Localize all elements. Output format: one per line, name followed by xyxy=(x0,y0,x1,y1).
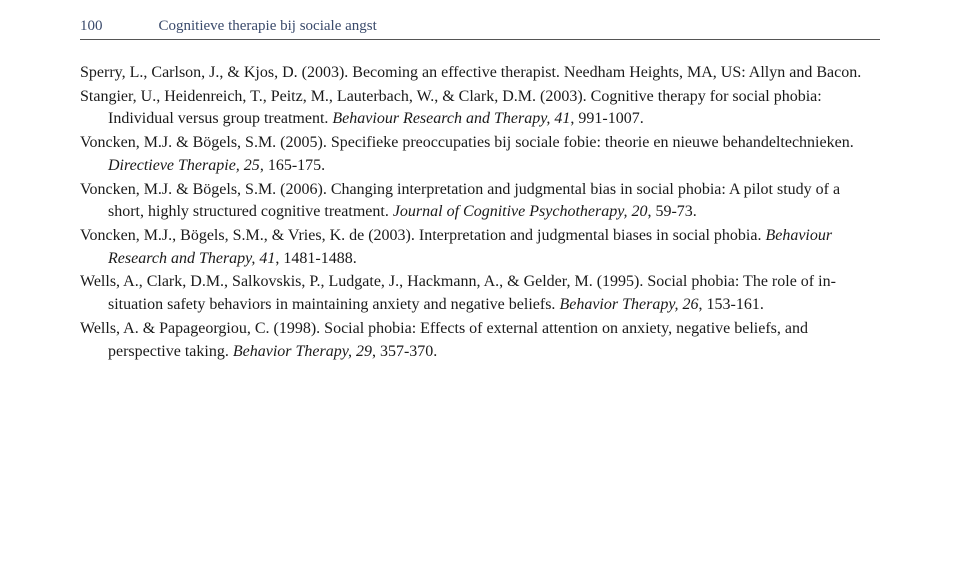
reference-journal: Behaviour Research and Therapy, 41 xyxy=(332,110,570,127)
reference-entry: Voncken, M.J. & Bögels, S.M. (2005). Spe… xyxy=(80,132,880,177)
page-header: 100 Cognitieve therapie bij sociale angs… xyxy=(80,18,880,40)
reference-entry: Stangier, U., Heidenreich, T., Peitz, M.… xyxy=(80,86,880,131)
reference-pages: , 357-370. xyxy=(372,343,437,360)
reference-pages: , 59-73. xyxy=(647,203,696,220)
reference-pages: , 153-161. xyxy=(699,296,764,313)
reference-text: Voncken, M.J., Bögels, S.M., & Vries, K.… xyxy=(80,227,765,244)
reference-list: Sperry, L., Carlson, J., & Kjos, D. (200… xyxy=(80,62,880,363)
reference-pages: , 991-1007. xyxy=(570,110,643,127)
reference-journal: Journal of Cognitive Psychotherapy, 20 xyxy=(393,203,648,220)
reference-text: Sperry, L., Carlson, J., & Kjos, D. (200… xyxy=(80,64,861,81)
page-number: 100 xyxy=(80,18,103,35)
reference-pages: , 1481-1488. xyxy=(275,250,356,267)
reference-text: Voncken, M.J. & Bögels, S.M. (2005). Spe… xyxy=(80,134,854,151)
reference-journal: Directieve Therapie, 25 xyxy=(108,157,260,174)
reference-text: Wells, A. & Papageorgiou, C. (1998). Soc… xyxy=(80,320,808,360)
reference-entry: Wells, A. & Papageorgiou, C. (1998). Soc… xyxy=(80,318,880,363)
reference-journal: Behavior Therapy, 26 xyxy=(559,296,698,313)
page: 100 Cognitieve therapie bij sociale angs… xyxy=(0,0,960,382)
reference-pages: , 165-175. xyxy=(260,157,325,174)
reference-entry: Voncken, M.J. & Bögels, S.M. (2006). Cha… xyxy=(80,179,880,224)
reference-entry: Wells, A., Clark, D.M., Salkovskis, P., … xyxy=(80,271,880,316)
reference-journal: Behavior Therapy, 29 xyxy=(233,343,372,360)
running-title: Cognitieve therapie bij sociale angst xyxy=(159,18,377,35)
reference-entry: Voncken, M.J., Bögels, S.M., & Vries, K.… xyxy=(80,225,880,270)
reference-entry: Sperry, L., Carlson, J., & Kjos, D. (200… xyxy=(80,62,880,85)
